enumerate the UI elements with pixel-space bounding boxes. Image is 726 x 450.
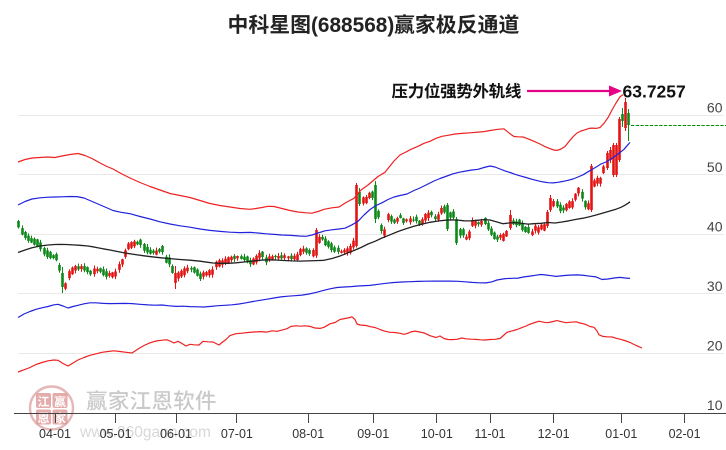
svg-text:05-01: 05-01 [100, 427, 132, 441]
svg-text:50: 50 [707, 159, 723, 175]
svg-text:08-01: 08-01 [292, 427, 324, 441]
svg-text:11-01: 11-01 [474, 427, 505, 441]
svg-text:40: 40 [707, 218, 723, 234]
svg-text:(688568): (688568) [311, 14, 394, 37]
svg-text:10: 10 [707, 397, 723, 413]
svg-text:60: 60 [707, 100, 723, 116]
svg-text:10-01: 10-01 [421, 427, 453, 441]
svg-text:01-01: 01-01 [605, 427, 637, 441]
svg-text:06-01: 06-01 [160, 427, 192, 441]
svg-text:63.7257: 63.7257 [623, 82, 686, 102]
svg-text:30: 30 [707, 278, 723, 294]
svg-text:12-01: 12-01 [538, 427, 570, 441]
svg-text:09-01: 09-01 [357, 427, 389, 441]
svg-text:02-01: 02-01 [669, 427, 701, 441]
svg-text:07-01: 07-01 [221, 427, 253, 441]
svg-text:www.360gann.com: www.360gann.com [79, 424, 211, 441]
svg-text:04-01: 04-01 [39, 427, 71, 441]
svg-text:20: 20 [707, 337, 723, 353]
